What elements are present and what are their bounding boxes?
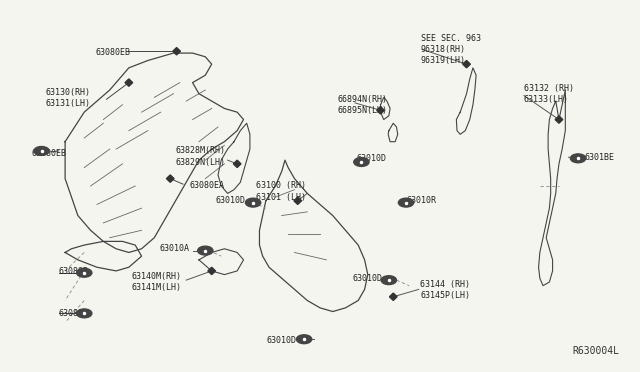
Text: 6301BE: 6301BE [584,153,614,162]
Circle shape [198,246,213,255]
Circle shape [381,276,396,285]
Text: 63010D: 63010D [357,154,387,163]
Text: SEE SEC. 963
96318(RH)
96319(LH): SEE SEC. 963 96318(RH) 96319(LH) [420,34,481,65]
Text: 63010D: 63010D [353,274,383,283]
Polygon shape [555,116,563,123]
Text: R630004L: R630004L [573,346,620,356]
Text: 63080B: 63080B [59,267,89,276]
Polygon shape [173,48,180,55]
Polygon shape [463,61,470,68]
Text: 63010R: 63010R [406,196,436,205]
Circle shape [34,147,49,155]
Polygon shape [294,197,301,205]
Text: 63144 (RH)
63145P(LH): 63144 (RH) 63145P(LH) [420,280,470,300]
Circle shape [296,335,312,344]
Text: 63080EA: 63080EA [189,182,225,190]
Text: 66894N(RH)
66895N(LH): 66894N(RH) 66895N(LH) [337,95,387,115]
Polygon shape [234,160,241,167]
Circle shape [398,198,413,207]
Polygon shape [125,79,132,86]
Polygon shape [166,175,174,182]
Polygon shape [208,267,216,275]
Text: 63100 (RH)
63101 (LH): 63100 (RH) 63101 (LH) [256,182,306,202]
Text: 63140M(RH)
63141M(LH): 63140M(RH) 63141M(LH) [131,272,181,292]
Text: 63080D: 63080D [59,309,89,318]
Polygon shape [377,107,385,114]
Text: 63132 (RH)
63133(LH): 63132 (RH) 63133(LH) [524,84,574,105]
Text: 63010D: 63010D [266,336,296,345]
Text: 63010D: 63010D [216,196,246,205]
Text: 63080EB: 63080EB [32,149,67,158]
Text: 63828M(RH)
63829N(LH): 63828M(RH) 63829N(LH) [176,147,226,167]
Circle shape [570,154,586,163]
Text: 63130(RH)
63131(LH): 63130(RH) 63131(LH) [45,88,91,108]
Text: 63080EB: 63080EB [96,48,131,57]
Text: 63010A: 63010A [159,244,189,253]
Circle shape [354,158,369,166]
Polygon shape [390,293,397,301]
Circle shape [77,309,92,318]
Circle shape [77,268,92,277]
Circle shape [246,198,260,207]
